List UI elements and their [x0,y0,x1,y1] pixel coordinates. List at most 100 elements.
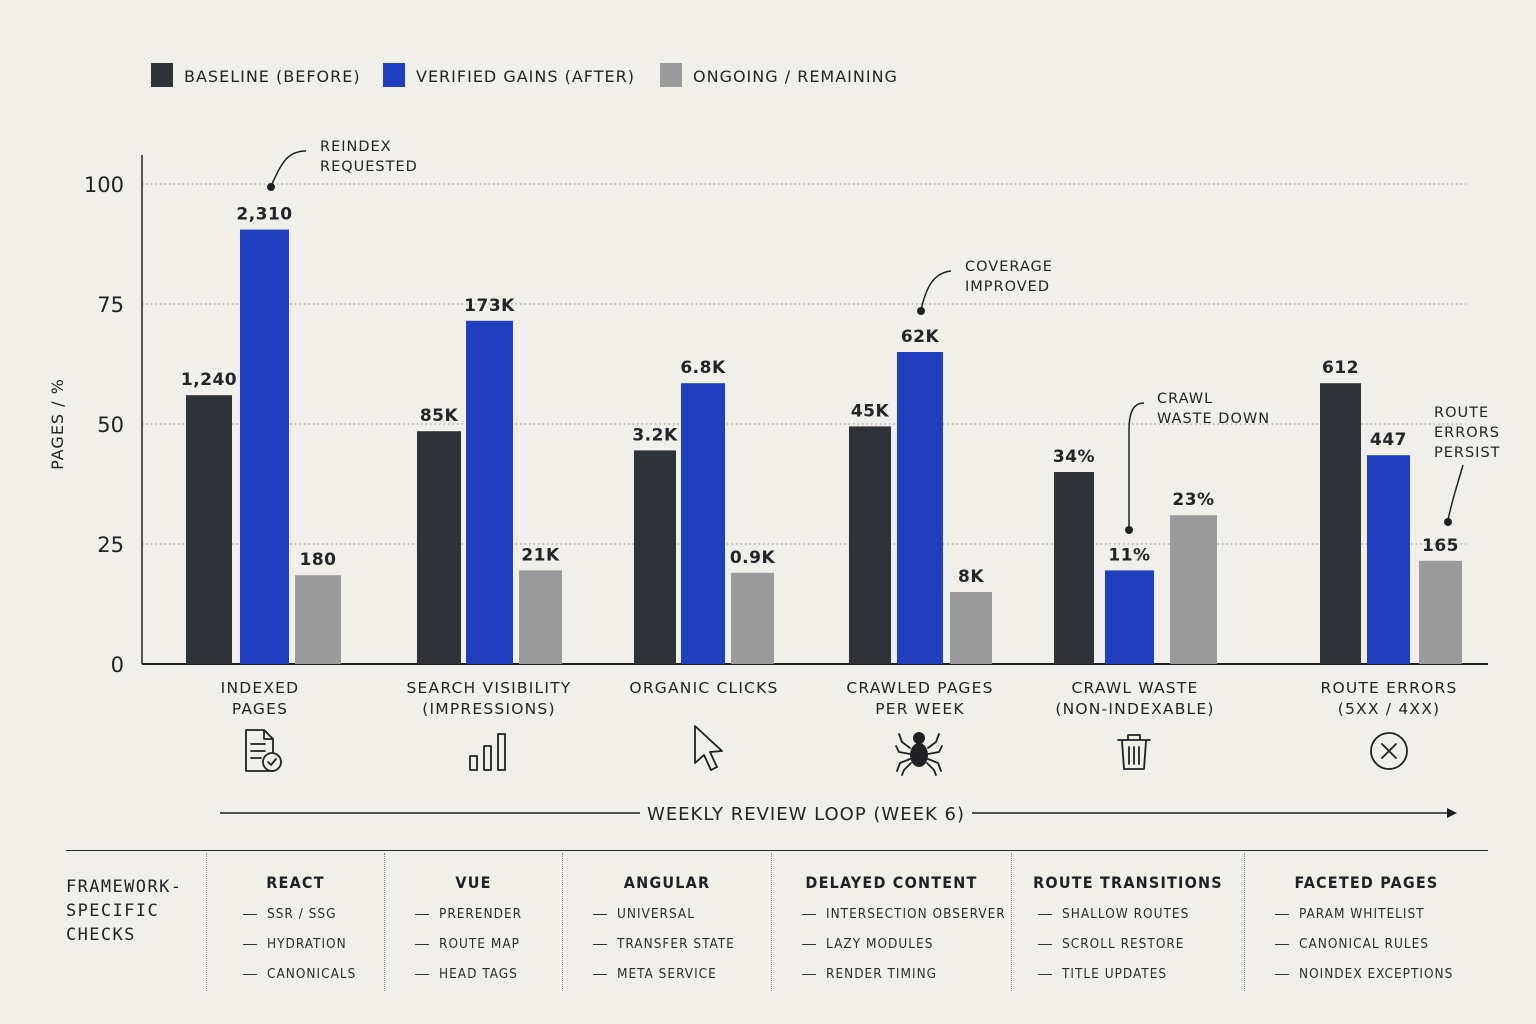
framework-check-list: SHALLOW ROUTES SCROLL RESTORE TITLE UPDATE… [1038,906,1244,996]
framework-check-list: SSR / SSG HYDRATION CANONICALS [243,906,384,996]
framework-column: ROUTE TRANSITIONS SHALLOW ROUTES SCROLL RE… [1011,853,1244,991]
timeline-arrowhead [1447,808,1457,818]
document-check-icon [245,729,282,772]
bar-value-label: 180 [300,550,337,570]
bar [950,592,992,664]
framework-check-item: CANONICALS [243,966,384,996]
dash-icon [415,913,429,915]
category-label: CRAWL WASTE [1072,679,1199,697]
annotation-text: COVERAGE [965,259,1053,275]
legend: BASELINE (BEFORE) VERIFIED GAINS (AFTER) O… [151,63,898,87]
timeline-label: WEEKLY REVIEW LOOP (WEEK 6) [647,804,965,825]
y-tick-label: 100 [84,173,124,197]
framework-column: ANGULAR UNIVERSAL TRANSFER STATE META SERVI… [562,853,771,991]
category-label: (NON-INDEXABLE) [1055,700,1214,718]
legend-swatch [151,63,173,87]
legend-swatch [660,63,682,87]
framework-check-item: SHALLOW ROUTES [1038,906,1244,936]
framework-check-item: TITLE UPDATES [1038,966,1244,996]
category-label: PAGES [232,700,288,718]
dash-icon [802,913,816,915]
framework-column-title: REACT [266,873,325,892]
trash-icon [1117,734,1151,770]
dash-icon [415,943,429,945]
framework-check-item: TRANSFER STATE [593,936,771,966]
annotation-leader [920,270,952,311]
bar-value-label: 8K [958,567,984,587]
bar [1170,515,1217,664]
error-circle-icon [1370,732,1408,770]
category-icons [245,725,1408,776]
dash-icon [802,973,816,975]
legend-label: VERIFIED GAINS (AFTER) [416,67,635,86]
y-axis-label: PAGES / % [48,378,67,470]
bar [634,450,676,664]
category-label: SEARCH VISIBILITY [407,679,572,697]
bar-value-label: 612 [1322,358,1359,378]
dash-icon [1275,973,1289,975]
framework-check-item: LAZY MODULES [802,936,1011,966]
dash-icon [243,943,257,945]
framework-check-list: UNIVERSAL TRANSFER STATE META SERVICE [593,906,771,996]
category-label: ROUTE ERRORS [1320,679,1457,697]
bar-value-label: 21K [521,545,560,565]
framework-check-item: NOINDEX EXCEPTIONS [1275,966,1488,996]
framework-check-item: UNIVERSAL [593,906,771,936]
framework-check-list: INTERSECTION OBSERVER LAZY MODULES RENDER … [802,906,1011,996]
dash-icon [593,973,607,975]
bar [466,320,513,664]
framework-column-title: ROUTE TRANSITIONS [1033,873,1223,892]
dash-icon [1275,913,1289,915]
dash-icon [802,943,816,945]
framework-heading: FRAMEWORK- SPECIFIC CHECKS [66,851,206,991]
legend-label: BASELINE (BEFORE) [184,67,361,86]
annotation-text: PERSIST [1434,445,1501,461]
bar [731,572,774,664]
spider-icon [895,732,943,776]
category-label: ORGANIC CLICKS [629,679,778,697]
legend-label: ONGOING / REMAINING [693,67,898,86]
annotation-text: ERRORS [1434,425,1500,441]
dash-icon [593,943,607,945]
framework-check-item: PRERENDER [415,906,562,936]
y-tick-label: 75 [97,293,124,317]
bar-value-label: 6.8K [680,358,726,378]
framework-check-item: PARAM WHITELIST [1275,906,1488,936]
annotation-dot [917,307,925,315]
annotation-text: ROUTE [1434,405,1489,421]
bars: 1,240 85K 3.2K 45K 34% 612 2,310 173K 6.8K 62K 11%… [181,205,1462,664]
dash-icon [1038,913,1052,915]
framework-check-item: INTERSECTION OBSERVER [802,906,1011,936]
bar-value-label: 62K [901,327,940,347]
annotation-text: REQUESTED [320,159,418,175]
framework-check-item: HYDRATION [243,936,384,966]
bar-value-label: 2,310 [236,205,292,225]
bar [1320,383,1361,664]
annotation-dot [1444,518,1452,526]
dash-icon [243,913,257,915]
gridlines [142,183,1466,545]
framework-column: FACETED PAGES PARAM WHITELIST CANONICAL RU… [1244,853,1488,991]
bar-value-label: 173K [464,296,515,316]
dash-icon [415,973,429,975]
bar [1419,560,1462,664]
bar-value-label: 165 [1422,536,1459,556]
bar-value-label: 0.9K [730,548,776,568]
category-label: PER WEEK [875,700,965,718]
framework-check-item: RENDER TIMING [802,966,1011,996]
annotation-text: REINDEX [320,139,392,155]
bar [681,383,725,664]
annotation-text: WASTE DOWN [1157,411,1270,427]
category-label: INDEXED [221,679,300,697]
bar [240,229,289,664]
bar [519,570,562,664]
bar-value-label: 447 [1370,430,1407,450]
category-label: (5XX / 4XX) [1338,700,1441,718]
framework-column: REACT SSR / SSG HYDRATION CANONICALS [206,853,384,991]
framework-check-item: ROUTE MAP [415,936,562,966]
y-tick-label: 25 [97,533,124,557]
framework-column-title: ANGULAR [623,873,711,892]
category-label: CRAWLED PAGES [846,679,993,697]
bar-chart: BASELINE (BEFORE) VERIFIED GAINS (AFTER) O… [48,63,1501,825]
annotation: ROUTE ERRORS PERSIST [1434,405,1501,526]
